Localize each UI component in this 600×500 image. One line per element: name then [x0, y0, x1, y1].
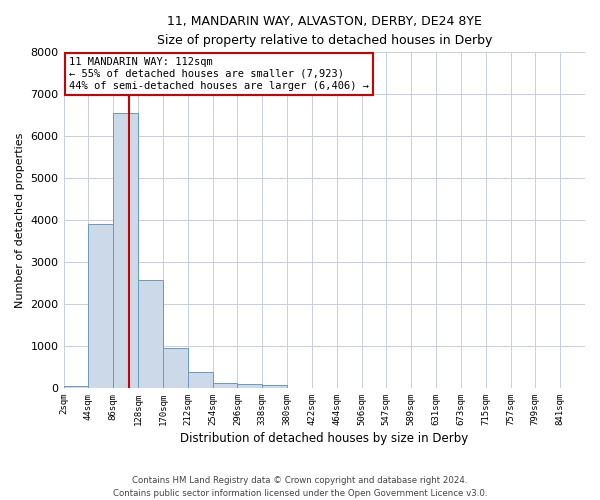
Bar	[212, 383, 238, 388]
Bar	[64, 386, 88, 388]
Bar	[113, 113, 138, 388]
Bar	[262, 386, 287, 388]
Y-axis label: Number of detached properties: Number of detached properties	[15, 132, 25, 308]
X-axis label: Distribution of detached houses by size in Derby: Distribution of detached houses by size …	[180, 432, 469, 445]
Text: 11 MANDARIN WAY: 112sqm
← 55% of detached houses are smaller (7,923)
44% of semi: 11 MANDARIN WAY: 112sqm ← 55% of detache…	[69, 58, 369, 90]
Bar	[138, 280, 163, 388]
Text: Contains HM Land Registry data © Crown copyright and database right 2024.
Contai: Contains HM Land Registry data © Crown c…	[113, 476, 487, 498]
Bar	[188, 372, 212, 388]
Bar	[163, 348, 188, 388]
Title: 11, MANDARIN WAY, ALVASTON, DERBY, DE24 8YE
Size of property relative to detache: 11, MANDARIN WAY, ALVASTON, DERBY, DE24 …	[157, 15, 492, 47]
Bar	[88, 224, 113, 388]
Bar	[238, 384, 262, 388]
